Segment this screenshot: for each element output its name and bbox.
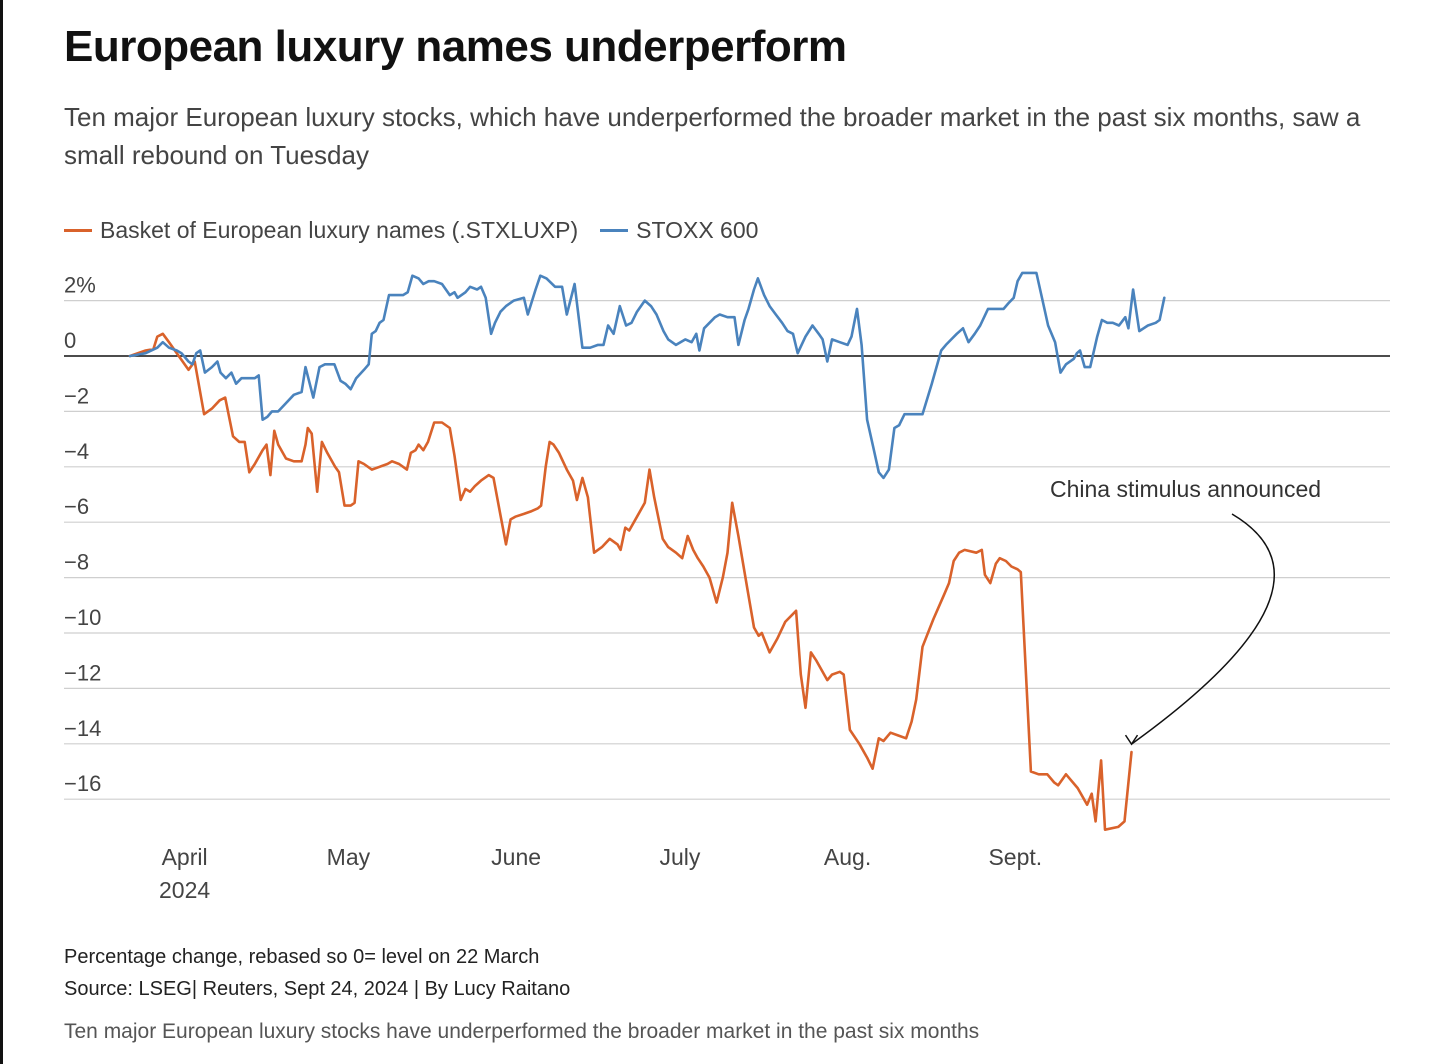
y-tick-label: 0 xyxy=(64,328,76,353)
series-line-stoxx xyxy=(128,271,1166,480)
annotation-arrow xyxy=(1131,513,1275,745)
caption: Ten major European luxury stocks have un… xyxy=(64,1020,980,1043)
page-left-border xyxy=(0,0,3,1064)
y-tick-label: −14 xyxy=(64,716,101,741)
chart-subtitle: Ten major European luxury stocks, which … xyxy=(64,102,1361,170)
x-tick-label: May xyxy=(327,844,371,870)
x-tick-label: Sept. xyxy=(988,844,1042,870)
y-tick-label: −4 xyxy=(64,439,89,464)
series-line-luxury xyxy=(128,332,1133,831)
legend-item-luxury: Basket of European luxury names (.STXLUX… xyxy=(64,217,578,244)
legend-label-luxury: Basket of European luxury names (.STXLUX… xyxy=(100,216,579,243)
method-note: Percentage change, rebased so 0= level o… xyxy=(64,946,540,968)
x-tick-sublabel: 2024 xyxy=(159,877,210,903)
legend-swatch-luxury xyxy=(64,228,92,232)
x-tick-label: July xyxy=(659,844,700,870)
annotation-arrowhead xyxy=(1124,734,1139,746)
legend-item-stoxx: STOXX 600 xyxy=(600,217,758,244)
y-tick-label: −10 xyxy=(64,605,101,630)
y-tick-label: −12 xyxy=(64,660,101,685)
y-tick-label: −6 xyxy=(64,494,89,519)
legend-swatch-stoxx xyxy=(600,228,629,232)
y-tick-label: 2% xyxy=(64,273,96,298)
x-tick-label: June xyxy=(491,844,541,870)
y-tick-label: −8 xyxy=(64,550,89,575)
x-tick-label: April xyxy=(162,844,208,870)
y-tick-label: −16 xyxy=(64,771,101,796)
chart-title: European luxury names underperform xyxy=(64,22,847,71)
legend-label-stoxx: STOXX 600 xyxy=(636,216,759,243)
legend: Basket of European luxury names (.STXLUX… xyxy=(64,214,780,246)
x-tick-label: Aug. xyxy=(824,844,871,870)
annotation-label: China stimulus announced xyxy=(1050,476,1321,502)
y-tick-label: −2 xyxy=(64,383,89,408)
source-note: Source: LSEG| Reuters, Sept 24, 2024 | B… xyxy=(64,978,571,1000)
line-chart: 2% 0 −2 −4 −6 −8 −10 −12 −14 −16 April 2024 May June J… xyxy=(64,271,1390,903)
